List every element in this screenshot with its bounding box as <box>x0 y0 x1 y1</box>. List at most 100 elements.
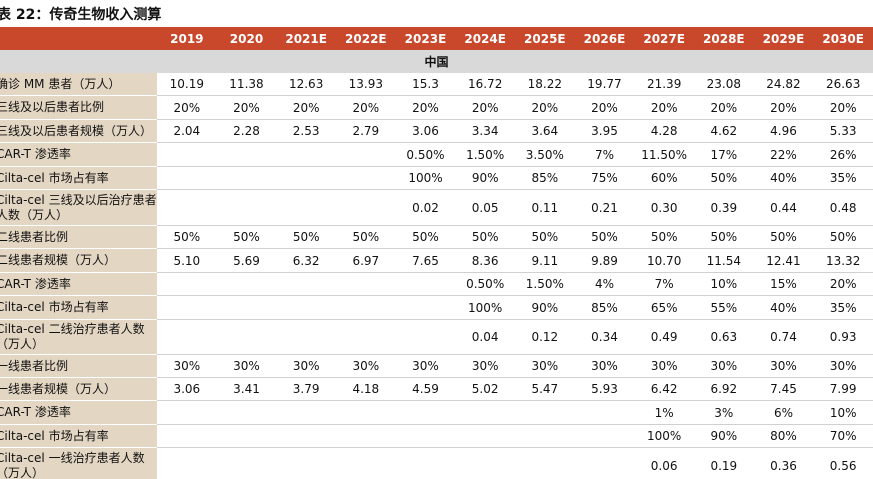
cell: 7% <box>634 273 694 296</box>
cell: 6.97 <box>336 249 396 273</box>
cell: 4.62 <box>694 120 754 143</box>
row-label: 三线及以后患者规模（万人） <box>0 120 157 143</box>
cell <box>276 448 336 479</box>
cell: 2.04 <box>157 120 217 143</box>
cell <box>336 448 396 479</box>
cell: 23.08 <box>694 73 754 96</box>
cell <box>336 296 396 320</box>
cell: 5.10 <box>157 249 217 273</box>
cell <box>574 401 635 425</box>
cell: 20% <box>813 96 873 120</box>
cell: 12.63 <box>276 73 336 96</box>
cell: 0.48 <box>813 190 873 226</box>
cell <box>395 273 456 296</box>
cell: 0.04 <box>455 320 515 355</box>
row-label: 二线患者规模（万人） <box>0 249 157 273</box>
cell: 20% <box>336 96 396 120</box>
cell: 12.41 <box>753 249 814 273</box>
cell: 20% <box>455 96 515 120</box>
row-label: 三线及以后患者比例 <box>0 96 157 120</box>
cell: 50% <box>336 226 396 249</box>
cell: 0.19 <box>694 448 754 479</box>
cell: 20% <box>395 96 456 120</box>
cell: 3% <box>694 401 754 425</box>
cell: 20% <box>515 96 575 120</box>
cell: 30% <box>574 355 635 378</box>
cell: 16.72 <box>455 73 515 96</box>
cell: 3.41 <box>216 378 277 401</box>
cell <box>336 320 396 355</box>
cell: 0.21 <box>574 190 635 226</box>
cell: 0.36 <box>754 448 814 479</box>
cell: 100% <box>395 167 456 190</box>
cell <box>276 190 336 226</box>
cell: 30% <box>455 355 515 378</box>
cell: 70% <box>813 425 873 448</box>
cell: 0.56 <box>813 448 873 479</box>
cell: 0.50% <box>395 143 456 167</box>
cell <box>216 296 277 320</box>
cell: 0.02 <box>395 190 456 226</box>
cell: 60% <box>634 167 694 190</box>
cell <box>276 425 336 448</box>
row-label: Cilta-cel 市场占有率 <box>0 425 157 448</box>
cell: 50% <box>157 226 217 249</box>
cell: 10.19 <box>157 73 217 96</box>
cell: 10.70 <box>634 249 694 273</box>
cell: 90% <box>455 167 515 190</box>
cell <box>395 296 456 320</box>
row-label: 二线患者比例 <box>0 226 157 249</box>
cell: 40% <box>753 296 814 320</box>
column-header: 2023E <box>395 27 456 50</box>
cell: 1.50% <box>515 273 575 296</box>
cell: 0.49 <box>634 320 694 355</box>
cell <box>216 167 277 190</box>
cell: 30% <box>515 355 575 378</box>
cell <box>217 448 277 479</box>
cell: 50% <box>634 226 694 249</box>
cell: 50% <box>574 226 635 249</box>
row-label: Cilta-cel 三线及以后治疗患者人数（万人） <box>0 190 157 226</box>
cell: 3.79 <box>276 378 336 401</box>
section-header: 中国 <box>0 50 873 73</box>
cell <box>276 167 336 190</box>
column-header: 2027E <box>634 27 694 50</box>
cell: 30% <box>634 355 694 378</box>
cell <box>276 401 336 425</box>
cell: 20% <box>694 96 754 120</box>
cell: 0.06 <box>634 448 694 479</box>
cell: 4.18 <box>336 378 396 401</box>
cell <box>396 448 456 479</box>
cell: 50% <box>216 226 277 249</box>
cell: 85% <box>574 296 635 320</box>
cell <box>336 401 396 425</box>
column-header: 2025E <box>515 27 575 50</box>
cell: 0.50% <box>455 273 515 296</box>
cell <box>216 190 277 226</box>
cell: 20% <box>276 96 336 120</box>
cell: 18.22 <box>515 73 575 96</box>
cell: 26.63 <box>813 73 873 96</box>
column-header: 2020 <box>216 27 277 50</box>
cell <box>216 320 277 355</box>
cell <box>276 273 336 296</box>
cell <box>515 425 575 448</box>
cell: 11.38 <box>216 73 277 96</box>
cell: 6.32 <box>276 249 336 273</box>
cell <box>276 296 336 320</box>
row-label: CAR-T 渗透率 <box>0 401 157 425</box>
cell: 5.47 <box>515 378 575 401</box>
cell: 24.82 <box>753 73 814 96</box>
table-title: 表 22：传奇生物收入测算 <box>0 7 162 23</box>
cell: 0.44 <box>753 190 814 226</box>
cell: 10% <box>813 401 873 425</box>
cell: 50% <box>455 226 515 249</box>
cell: 50% <box>694 226 754 249</box>
column-header: 2021E <box>276 27 336 50</box>
cell: 30% <box>813 355 873 378</box>
cell <box>157 273 217 296</box>
cell: 1% <box>634 401 694 425</box>
cell: 30% <box>157 355 217 378</box>
cell <box>157 296 217 320</box>
cell: 5.33 <box>813 120 873 143</box>
